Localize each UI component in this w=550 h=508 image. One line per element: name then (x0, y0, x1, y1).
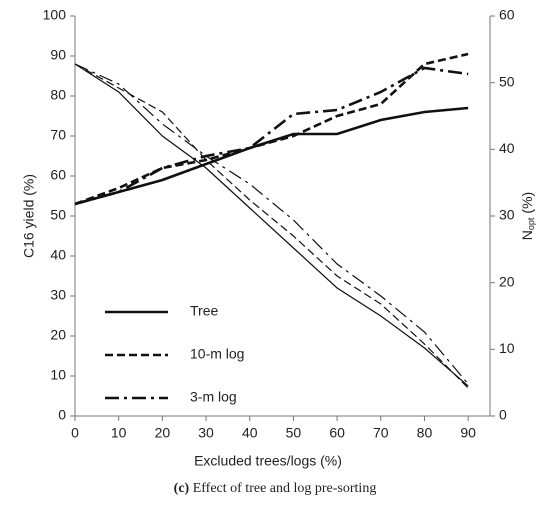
series-line (74, 66, 469, 206)
x-tick-label: 90 (460, 425, 476, 441)
y2-label-sub: opt (526, 217, 536, 230)
y2-tick-label: 40 (499, 140, 515, 156)
y-tick-label: 100 (43, 7, 67, 23)
x-tick-label: 30 (198, 425, 214, 441)
caption-text: Effect of tree and log pre-sorting (193, 481, 377, 496)
y-tick-label: 0 (58, 407, 66, 423)
y2-axis-label: Nopt (%) (519, 192, 537, 240)
y-tick-label: 20 (50, 327, 66, 343)
x-tick-label: 80 (417, 425, 433, 441)
y2-tick-label: 60 (499, 7, 515, 23)
x-tick-label: 20 (155, 425, 171, 441)
y2-tick-label: 20 (499, 273, 515, 289)
x-tick-label: 70 (373, 425, 389, 441)
legend-label: 3-m log (190, 389, 237, 405)
caption-label: (c) (174, 481, 190, 496)
y-axis-label: C16 yield (%) (21, 174, 37, 258)
series-line (74, 63, 469, 389)
y2-label-main: N (519, 230, 535, 240)
series-line (74, 52, 469, 206)
series-line (74, 106, 469, 206)
x-tick-label: 10 (111, 425, 127, 441)
x-tick-label: 50 (286, 425, 302, 441)
legend-label: 10-m log (190, 346, 244, 362)
x-tick-label: 40 (242, 425, 258, 441)
legend-label: Tree (190, 303, 218, 319)
y-tick-label: 80 (50, 87, 66, 103)
y-tick-label: 10 (50, 367, 66, 383)
series-line (74, 63, 469, 387)
y2-tick-label: 10 (499, 340, 515, 356)
y-tick-label: 60 (50, 167, 66, 183)
y2-tick-label: 0 (499, 407, 507, 423)
caption: (c) Effect of tree and log pre-sorting (174, 481, 377, 496)
y-tick-label: 50 (50, 207, 66, 223)
y-tick-label: 90 (50, 47, 66, 63)
y-tick-label: 70 (50, 127, 66, 143)
x-tick-label: 0 (71, 425, 79, 441)
y2-tick-label: 50 (499, 73, 515, 89)
series-line (74, 63, 469, 385)
y2-tick-label: 30 (499, 207, 515, 223)
y2-label-suffix: (%) (519, 192, 535, 214)
y-tick-label: 30 (50, 287, 66, 303)
x-tick-label: 60 (329, 425, 345, 441)
y-tick-label: 40 (50, 247, 66, 263)
x-axis-label: Excluded trees/logs (%) (194, 453, 342, 469)
